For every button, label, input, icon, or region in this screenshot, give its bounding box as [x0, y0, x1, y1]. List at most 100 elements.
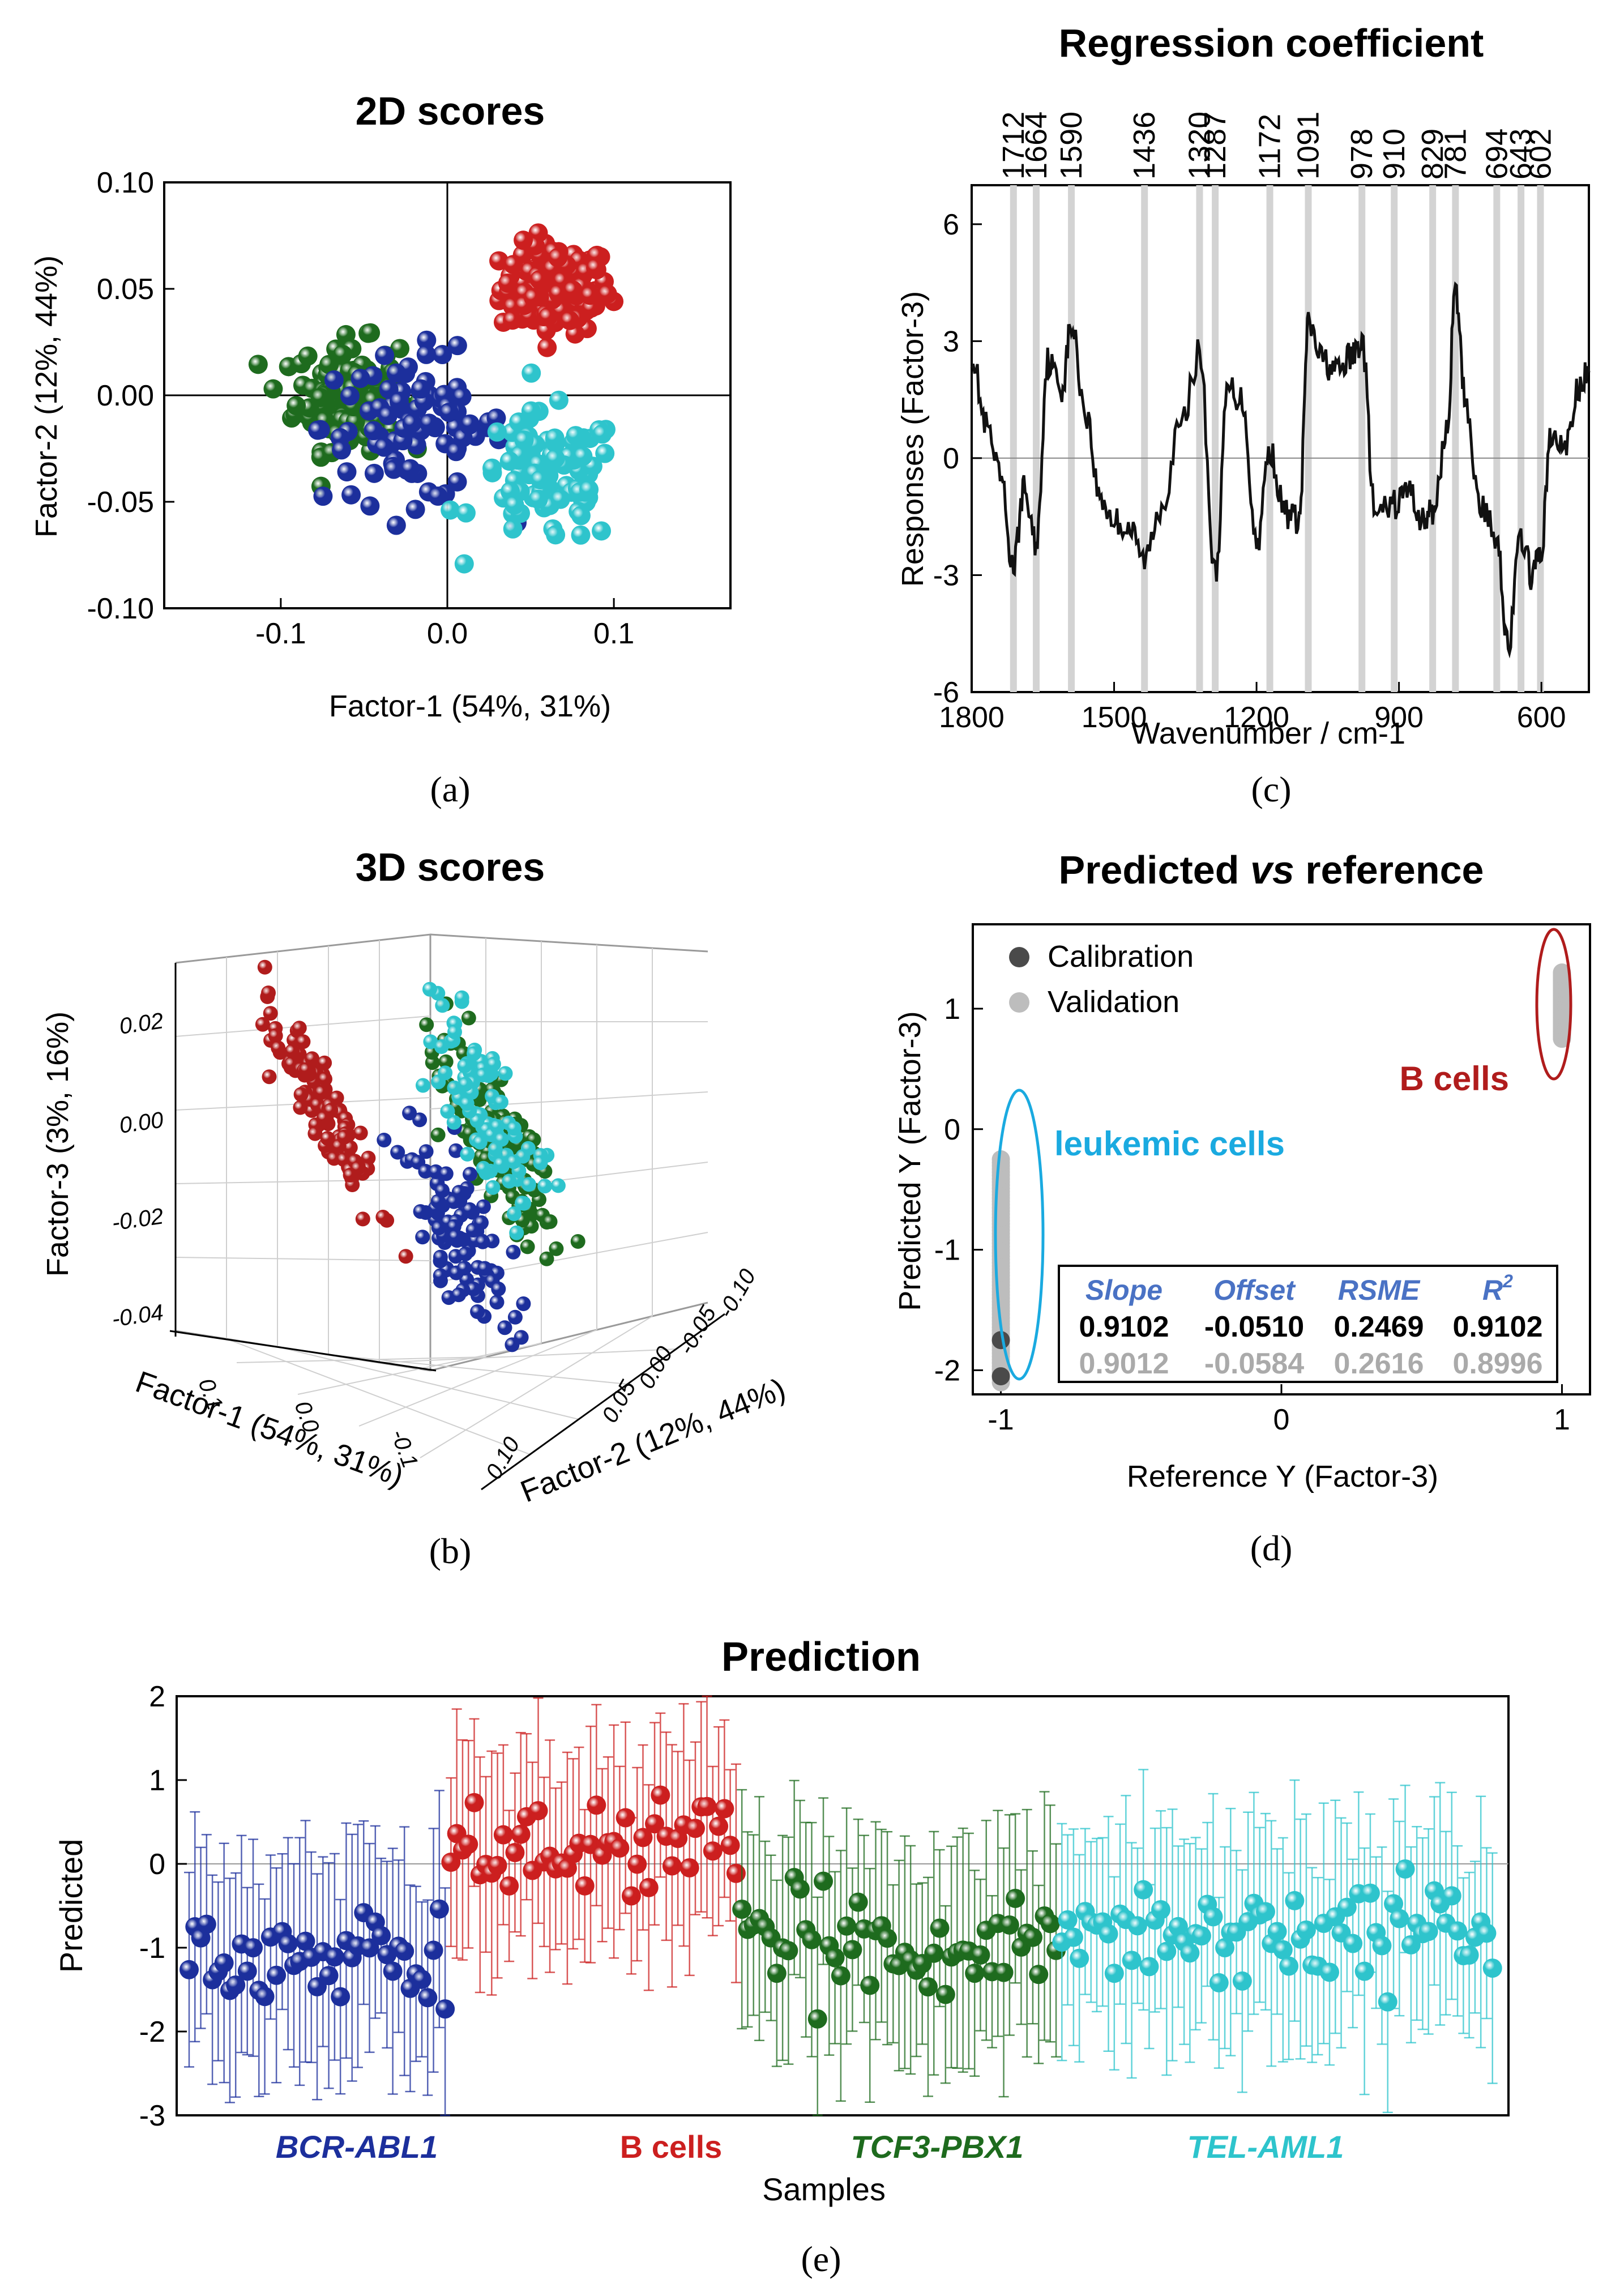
- panel-e-point: [1134, 1880, 1153, 1900]
- panel-b-point: [472, 1134, 488, 1150]
- panel-a-point: [586, 258, 606, 278]
- panel-a-point: [375, 345, 395, 365]
- panel-e-point: [1296, 1920, 1316, 1940]
- panel-e-plot-frame: [176, 1695, 1510, 2116]
- panel-c-band-label: 1287: [1198, 112, 1232, 180]
- panel-b-point: [257, 959, 272, 975]
- panel-b-ztick-label: 0.00: [118, 1107, 165, 1138]
- panel-b-point: [418, 1164, 433, 1179]
- panel-a-point: [452, 387, 472, 407]
- panel-c-band: [1391, 185, 1398, 692]
- panel-e-point: [418, 1988, 438, 2008]
- panel-e-ytick-label: -3: [139, 2099, 165, 2132]
- panel-b-point: [390, 1145, 405, 1160]
- panel-a-point: [416, 344, 436, 364]
- panel-e-point: [331, 1987, 351, 2007]
- panel-a-point: [447, 336, 467, 356]
- panel-a-point: [384, 459, 404, 479]
- panel-b-point: [446, 1194, 461, 1209]
- panel-e-point: [360, 1938, 379, 1958]
- panel-a-point: [579, 480, 599, 500]
- panel-d-chart: Predicted vs reference -1 0 1 -2 -1 0 1 Calibr…: [893, 848, 1591, 1568]
- panel-a-point: [456, 503, 476, 523]
- panel-e-point: [1006, 1888, 1025, 1908]
- panel-d-xlabel: Reference Y (Factor-3): [1127, 1459, 1438, 1493]
- panel-b-point: [448, 1143, 464, 1158]
- panel-e-point: [511, 1824, 531, 1844]
- panel-a-point: [514, 430, 534, 450]
- panel-a-point: [503, 255, 523, 275]
- panel-b-point: [447, 1080, 462, 1095]
- panel-a-point: [364, 463, 384, 483]
- panel-e-point: [1378, 1992, 1397, 2012]
- panel-b-point: [490, 1119, 505, 1134]
- panel-e-point: [505, 1842, 525, 1862]
- panel-a-point: [374, 437, 394, 457]
- panel-a-point: [482, 458, 502, 478]
- panel-a-point: [592, 521, 612, 541]
- stats-header-rsme: RSME: [1338, 1274, 1421, 1306]
- panel-b-point: [451, 1287, 467, 1303]
- panel-b-point: [398, 1249, 413, 1264]
- panel-b-point: [353, 1125, 368, 1141]
- panel-b-chart: 3D scores -0.04-0.020.000.020.10.0-0.1-0…: [41, 845, 790, 1571]
- panel-b-point: [509, 1225, 524, 1240]
- panel-b-point: [476, 1199, 491, 1214]
- panel-b-point: [299, 1062, 314, 1077]
- panel-e-point: [831, 1966, 850, 1986]
- panel-b-point: [470, 1304, 485, 1319]
- panel-e-point: [296, 1931, 315, 1951]
- panel-a-point: [486, 408, 506, 428]
- panel-b-point: [438, 1166, 454, 1181]
- panel-c-xtick-label: 1500: [1082, 701, 1147, 734]
- panel-b-point: [446, 1115, 461, 1130]
- panel-b-point: [521, 1177, 536, 1192]
- panel-b-point: [498, 1066, 513, 1081]
- panel-b-point: [539, 1251, 554, 1266]
- panel-e-point: [1279, 1956, 1299, 1976]
- panel-a-point: [402, 413, 422, 433]
- panel-e-point: [528, 1801, 548, 1821]
- panel-b-point: [292, 1021, 307, 1036]
- panel-b-point: [343, 1167, 358, 1183]
- panel-c-ylabel: Responses (Factor-3): [896, 291, 930, 587]
- panel-e-point: [878, 1928, 897, 1948]
- panel-b-point: [486, 1057, 501, 1072]
- panel-b-zlabel: Factor-3 (3%, 16%): [41, 1012, 75, 1277]
- panel-c-ytick-label: 0: [943, 442, 959, 475]
- panel-b-gridline: [226, 1338, 531, 1455]
- panel-b-point: [477, 1261, 493, 1276]
- panel-d-ytick-label: -2: [934, 1354, 960, 1387]
- panel-a-ylabel: Factor-2 (12%, 44%): [29, 255, 63, 537]
- panel-e-point: [1209, 1973, 1229, 1992]
- panel-c-band-label: 602: [1523, 129, 1557, 180]
- panel-b-title: 3D scores: [356, 845, 545, 889]
- panel-a-letter: (a): [430, 769, 470, 809]
- panel-e-point: [825, 1948, 845, 1968]
- panel-b-point: [533, 1155, 548, 1171]
- panel-a-point: [545, 449, 565, 468]
- panel-a-point: [337, 462, 357, 482]
- panel-e-point: [179, 1960, 199, 1979]
- panel-a-point: [308, 420, 328, 440]
- panel-c-ytick-label: -6: [933, 676, 959, 709]
- panel-c-band: [1068, 185, 1075, 692]
- panel-c-band: [1537, 185, 1544, 692]
- panel-c-plot-frame: [971, 184, 1590, 693]
- panel-a-point: [378, 406, 398, 425]
- panel-b-gridline: [328, 1354, 628, 1385]
- panel-a-point: [454, 554, 474, 574]
- panel-a-point: [433, 345, 452, 365]
- panel-b-point: [570, 1234, 585, 1249]
- panel-e-point: [720, 1836, 740, 1855]
- panel-a-point: [548, 247, 568, 267]
- panel-e-point: [1395, 1859, 1415, 1879]
- panel-d-title-post: reference: [1294, 848, 1484, 892]
- panel-b-point: [454, 990, 469, 1005]
- panel-c-ytick-label: 3: [943, 325, 959, 358]
- panel-b-point: [465, 1223, 481, 1237]
- panel-a-point: [566, 426, 585, 446]
- panel-c-xlabel: Wavenumber / cm-1: [1131, 716, 1405, 750]
- panel-e-point: [633, 1828, 653, 1847]
